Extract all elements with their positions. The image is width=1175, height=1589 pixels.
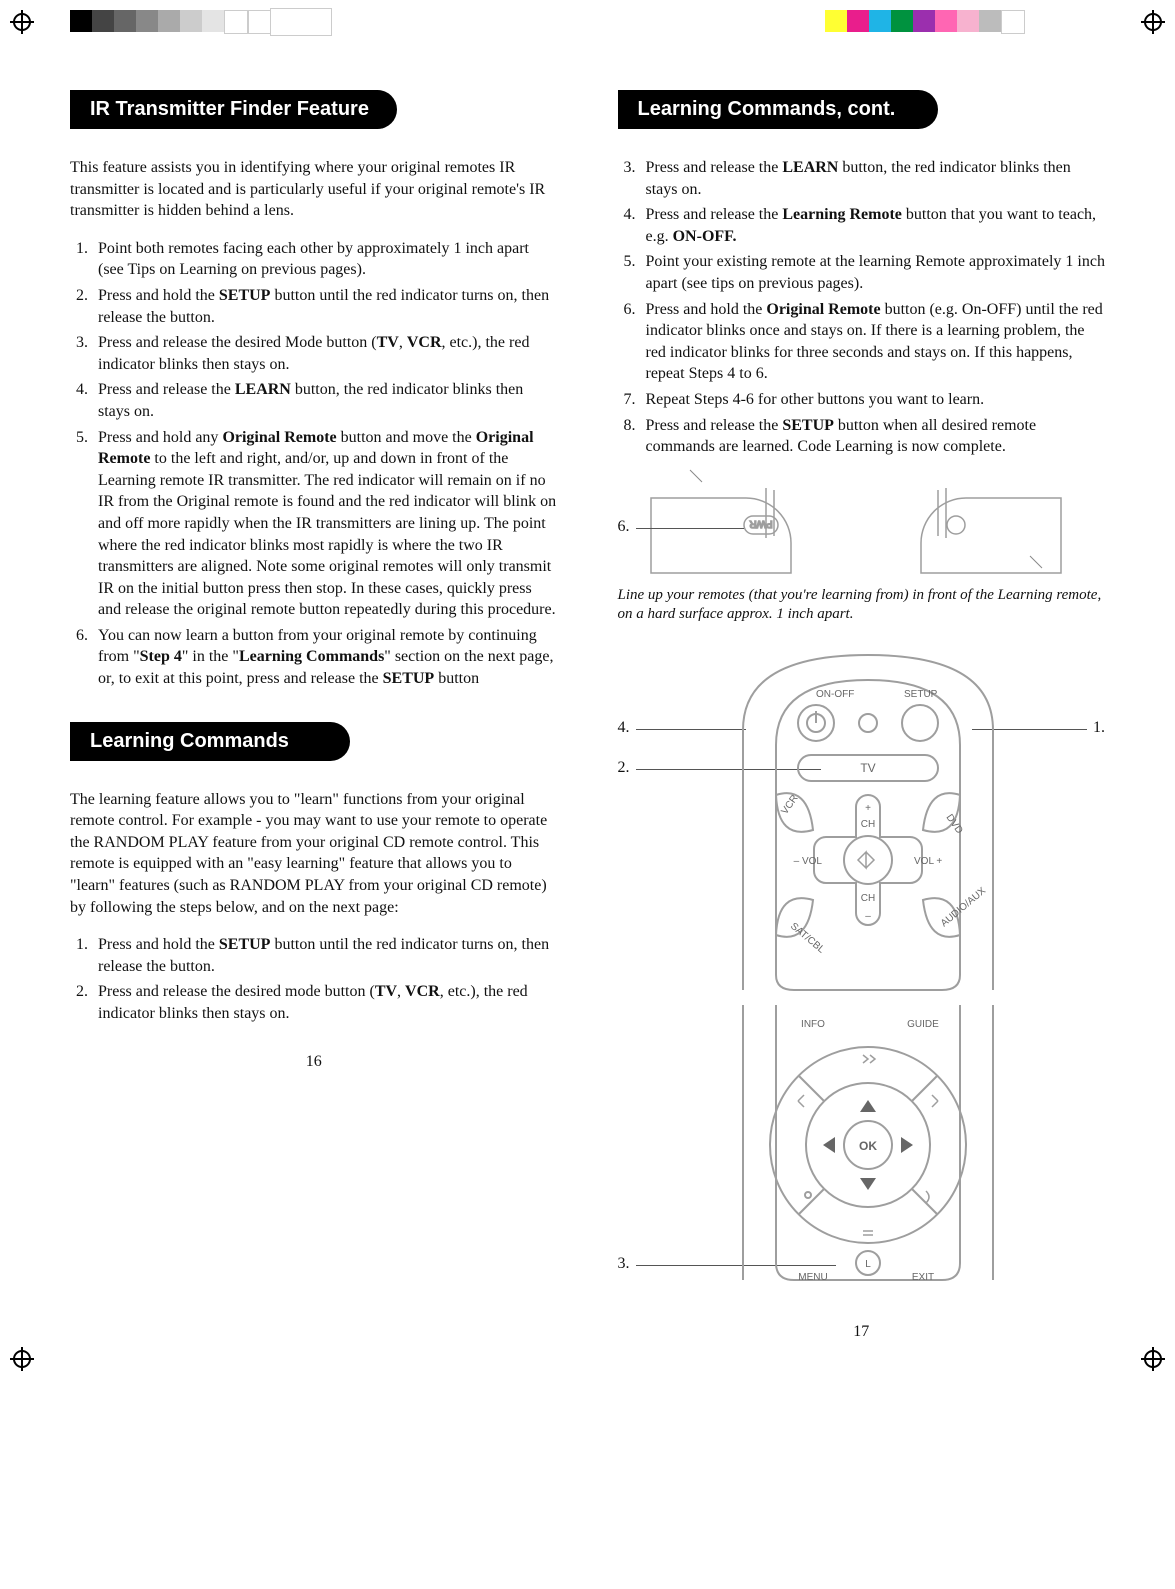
svg-text:VOL +: VOL + [914,856,942,867]
list-item: Press and release the desired mode butto… [92,981,558,1024]
svg-text:+: + [865,803,871,814]
registration-mark [10,10,34,34]
list-item: Point your existing remote at the learni… [640,251,1106,294]
svg-text:INFO: INFO [801,1019,825,1030]
learning-cont-steps: Press and release the LEARN button, the … [618,157,1106,458]
svg-text:DVD: DVD [943,812,964,836]
svg-text:AUDIO/AUX: AUDIO/AUX [938,885,987,929]
registration-mark [10,1347,34,1371]
svg-text:MENU: MENU [798,1272,827,1283]
callout-2: 2. [618,759,630,777]
greyscale-colorbar [70,10,272,32]
registration-mark [1141,10,1165,34]
svg-text:–: – [865,911,871,922]
svg-text:L: L [865,1259,871,1270]
svg-text:TV: TV [860,761,875,775]
callout-4: 4. [618,719,630,737]
figure-remote-bottom: 3. INFO GUIDE MENU EXIT [618,1005,1106,1295]
heading-ir-transmitter: IR Transmitter Finder Feature [70,90,397,129]
figure-remote-top: 4. 2. 1. ON-OFF SETUP [618,635,1106,995]
column-left: IR Transmitter Finder Feature This featu… [70,90,558,1341]
crop-box [270,8,332,36]
list-item: Repeat Steps 4-6 for other buttons you w… [640,389,1106,411]
svg-text:SETUP: SETUP [904,689,938,700]
page-number-left: 16 [70,1053,558,1071]
list-item: Press and hold the Original Remote butto… [640,299,1106,385]
registration-mark [1141,1347,1165,1371]
page: IR Transmitter Finder Feature This featu… [0,0,1175,1381]
list-item: Press and release the LEARN button, the … [92,379,558,422]
list-item: Press and release the desired Mode butto… [92,332,558,375]
figure-remotes-facing: 6. PWR [618,468,1106,578]
svg-text:CH: CH [860,819,874,830]
svg-text:PWR: PWR [749,518,772,529]
column-right: Learning Commands, cont. Press and relea… [618,90,1106,1341]
list-item: Press and hold any Original Remote butto… [92,427,558,621]
heading-learning-commands: Learning Commands [70,722,350,761]
list-item: Press and release the Learning Remote bu… [640,204,1106,247]
list-item: Press and release the SETUP button when … [640,415,1106,458]
callout-6: 6. [618,518,630,536]
svg-text:– VOL: – VOL [793,856,822,867]
callout-1: 1. [1093,719,1105,737]
svg-text:ON-OFF: ON-OFF [816,689,854,700]
svg-text:SAT/CBL: SAT/CBL [788,921,827,956]
svg-text:GUIDE: GUIDE [907,1019,939,1030]
list-item: Press and hold the SETUP button until th… [92,934,558,977]
list-item: Press and release the LEARN button, the … [640,157,1106,200]
svg-text:OK: OK [859,1139,877,1153]
svg-text:CH: CH [860,893,874,904]
list-item: You can now learn a button from your ori… [92,625,558,690]
list-item: Press and hold the SETUP button until th… [92,285,558,328]
learning-intro-paragraph: The learning feature allows you to "lear… [70,789,558,919]
svg-text:EXIT: EXIT [911,1272,933,1283]
page-number-right: 17 [618,1323,1106,1341]
process-colorbar [825,10,1025,32]
list-item: Point both remotes facing each other by … [92,238,558,281]
ir-steps-list: Point both remotes facing each other by … [70,238,558,690]
ir-intro-paragraph: This feature assists you in identifying … [70,157,558,222]
callout-3: 3. [618,1255,630,1273]
learning-steps-list: Press and hold the SETUP button until th… [70,934,558,1024]
figure-caption-lineup: Line up your remotes (that you're learni… [618,586,1106,625]
heading-learning-cont: Learning Commands, cont. [618,90,938,129]
